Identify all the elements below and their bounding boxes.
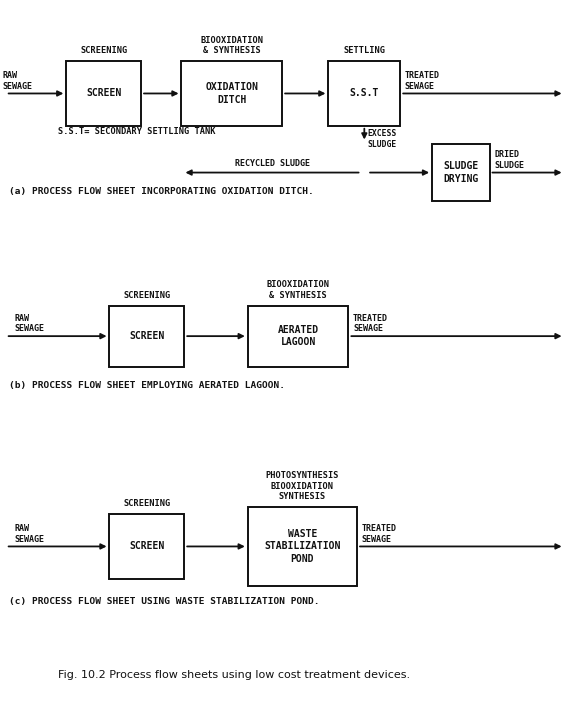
Text: RAW
SEWAGE: RAW SEWAGE <box>3 71 33 91</box>
Text: RAW
SEWAGE: RAW SEWAGE <box>14 314 44 334</box>
Text: S.S.T= SECONDARY SETTLING TANK: S.S.T= SECONDARY SETTLING TANK <box>58 127 215 137</box>
Text: SCREEN: SCREEN <box>129 541 165 551</box>
Text: SLUDGE
DRYING: SLUDGE DRYING <box>443 161 479 184</box>
Bar <box>328 61 400 126</box>
Text: SETTLING: SETTLING <box>343 46 385 55</box>
Text: SCREEN: SCREEN <box>86 88 122 99</box>
Text: BIOOXIDATION
& SYNTHESIS: BIOOXIDATION & SYNTHESIS <box>200 36 263 55</box>
Bar <box>432 144 490 201</box>
Text: RAW
SEWAGE: RAW SEWAGE <box>14 524 44 544</box>
Text: AERATED
LAGOON: AERATED LAGOON <box>278 325 319 347</box>
Bar <box>248 306 348 367</box>
Text: TREATED
SEWAGE: TREATED SEWAGE <box>405 71 440 91</box>
Text: SCREEN: SCREEN <box>129 331 165 341</box>
Text: Fig. 10.2 Process flow sheets using low cost treatment devices.: Fig. 10.2 Process flow sheets using low … <box>58 670 410 680</box>
Text: (c) PROCESS FLOW SHEET USING WASTE STABILIZATION POND.: (c) PROCESS FLOW SHEET USING WASTE STABI… <box>9 597 319 606</box>
Text: BIOOXIDATION
& SYNTHESIS: BIOOXIDATION & SYNTHESIS <box>267 280 329 300</box>
Text: (a) PROCESS FLOW SHEET INCORPORATING OXIDATION DITCH.: (a) PROCESS FLOW SHEET INCORPORATING OXI… <box>9 187 313 196</box>
Text: S.S.T: S.S.T <box>350 88 379 99</box>
Text: DRIED
SLUDGE: DRIED SLUDGE <box>494 150 524 170</box>
Text: WASTE
STABILIZATION
POND: WASTE STABILIZATION POND <box>264 529 340 564</box>
Text: SCREENING: SCREENING <box>123 290 170 300</box>
Text: RECYCLED SLUDGE: RECYCLED SLUDGE <box>236 159 310 168</box>
Bar <box>109 514 184 579</box>
Text: EXCESS
SLUDGE: EXCESS SLUDGE <box>367 129 396 149</box>
Bar <box>109 306 184 367</box>
Text: SCREENING: SCREENING <box>123 499 170 508</box>
Text: TREATED
SEWAGE: TREATED SEWAGE <box>362 524 397 544</box>
Bar <box>66 61 141 126</box>
Text: TREATED
SEWAGE: TREATED SEWAGE <box>353 314 388 334</box>
Bar <box>181 61 282 126</box>
Bar <box>248 507 357 586</box>
Text: SCREENING: SCREENING <box>80 46 127 55</box>
Text: (b) PROCESS FLOW SHEET EMPLOYING AERATED LAGOON.: (b) PROCESS FLOW SHEET EMPLOYING AERATED… <box>9 381 285 390</box>
Text: PHOTOSYNTHESIS
BIOOXIDATION
SYNTHESIS: PHOTOSYNTHESIS BIOOXIDATION SYNTHESIS <box>266 472 339 501</box>
Text: OXIDATION
DITCH: OXIDATION DITCH <box>206 82 258 105</box>
